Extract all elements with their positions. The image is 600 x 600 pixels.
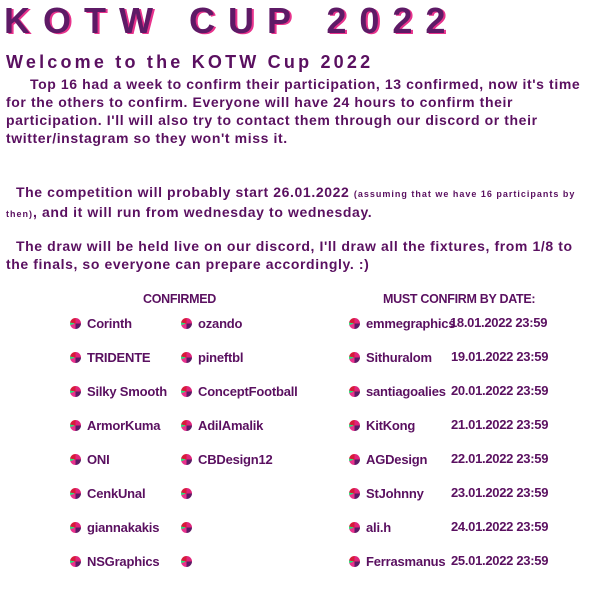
- must-confirm-item: StJohnny: [349, 485, 424, 501]
- must-confirm-item: Sithuralom: [349, 349, 432, 365]
- participant-name: AGDesign: [366, 451, 428, 467]
- confirmed-item: giannakakis: [70, 519, 159, 535]
- must-confirm-item: Ferrasmanus: [349, 553, 446, 569]
- ball-icon: [70, 351, 81, 363]
- paragraph-intro: Top 16 had a week to confirm their parti…: [6, 76, 581, 146]
- paragraph-start: The competition will probably start 26.0…: [6, 183, 596, 223]
- confirmed-item: ArmorKuma: [70, 417, 161, 433]
- participant-name: pineftbl: [198, 349, 244, 365]
- deadline-date: 23.01.2022 23:59: [451, 485, 549, 500]
- participant-name: emmegraphics: [366, 315, 456, 331]
- start-text-2: , and it will run from wednesday to wedn…: [33, 204, 373, 220]
- confirmed-item: AdilAmalik: [181, 417, 263, 433]
- participant-name: AdilAmalik: [198, 417, 264, 433]
- paragraph-draw: The draw will be held live on our discor…: [6, 238, 573, 272]
- confirmed-item: ozando: [181, 315, 242, 331]
- ball-icon: [70, 521, 81, 533]
- participant-name: Corinth: [87, 315, 132, 331]
- ball-icon: [349, 521, 360, 533]
- must-confirm-header: MUST CONFIRM BY DATE:: [383, 292, 536, 306]
- deadline-date: 25.01.2022 23:59: [451, 553, 549, 568]
- ball-icon: [181, 555, 192, 567]
- deadline-date: 24.01.2022 23:59: [451, 519, 549, 534]
- confirmed-item: pineftbl: [181, 349, 244, 365]
- ball-icon: [181, 521, 192, 533]
- start-text: The competition will probably start 26.0…: [16, 184, 354, 200]
- ball-icon: [181, 453, 192, 465]
- confirmed-item: CenkUnal: [70, 485, 146, 501]
- deadline-date: 21.01.2022 23:59: [451, 417, 549, 432]
- participant-name: Silky Smooth: [87, 383, 167, 399]
- ball-icon: [181, 385, 192, 397]
- ball-icon: [70, 555, 81, 567]
- confirmed-header: CONFIRMED: [143, 292, 216, 306]
- ball-icon: [349, 351, 360, 363]
- ball-icon: [349, 555, 360, 567]
- deadline-date: 19.01.2022 23:59: [451, 349, 549, 364]
- ball-icon: [181, 419, 192, 431]
- confirmed-item: ONI: [70, 451, 110, 467]
- participant-name: TRIDENTE: [87, 349, 151, 365]
- ball-icon: [70, 453, 81, 465]
- must-confirm-item: emmegraphics: [349, 315, 456, 331]
- participant-name: Ferrasmanus: [366, 553, 446, 569]
- ball-icon: [70, 419, 81, 431]
- participant-name: NSGraphics: [87, 553, 160, 569]
- participant-name: ArmorKuma: [87, 417, 161, 433]
- must-confirm-item: santiagoalies: [349, 383, 446, 399]
- participant-name: santiagoalies: [366, 383, 446, 399]
- ball-icon: [70, 317, 81, 329]
- page-title: KOTW CUP 2022: [4, 0, 459, 41]
- ball-icon: [181, 487, 192, 499]
- deadline-date: 22.01.2022 23:59: [451, 451, 549, 466]
- confirmed-item: NSGraphics: [70, 553, 160, 569]
- ball-icon: [349, 317, 360, 329]
- ball-icon: [70, 385, 81, 397]
- ball-icon: [349, 419, 360, 431]
- confirmed-item: TRIDENTE: [70, 349, 151, 365]
- participant-name: KitKong: [366, 417, 416, 433]
- participant-name: CBDesign12: [198, 451, 273, 467]
- confirmed-item: ConceptFootball: [181, 383, 298, 399]
- ball-icon: [349, 453, 360, 465]
- participant-name: ozando: [198, 315, 243, 331]
- deadline-date: 18.01.2022 23:59: [450, 315, 548, 330]
- page-subtitle: Welcome to the KOTW Cup 2022: [6, 52, 374, 72]
- confirmed-item: CBDesign12: [181, 451, 273, 467]
- ball-icon: [349, 487, 360, 499]
- ball-icon: [181, 351, 192, 363]
- participant-name: giannakakis: [87, 519, 160, 535]
- participant-name: Sithuralom: [366, 349, 432, 365]
- participant-name: ONI: [87, 451, 110, 467]
- start-note: (assuming that we have 16 participants b…: [6, 189, 576, 219]
- participant-name: ali.h: [366, 519, 392, 535]
- ball-icon: [181, 317, 192, 329]
- participant-name: ConceptFootball: [198, 383, 298, 399]
- must-confirm-item: AGDesign: [349, 451, 427, 467]
- participant-name: CenkUnal: [87, 485, 146, 501]
- confirmed-item: Silky Smooth: [70, 383, 167, 399]
- ball-icon: [70, 487, 81, 499]
- must-confirm-item: ali.h: [349, 519, 391, 535]
- confirmed-item: [181, 553, 198, 569]
- confirmed-item: Corinth: [70, 315, 132, 331]
- deadline-date: 20.01.2022 23:59: [451, 383, 549, 398]
- confirmed-item: [181, 485, 198, 501]
- participant-name: StJohnny: [366, 485, 424, 501]
- ball-icon: [349, 385, 360, 397]
- must-confirm-item: KitKong: [349, 417, 415, 433]
- confirmed-item: [181, 519, 198, 535]
